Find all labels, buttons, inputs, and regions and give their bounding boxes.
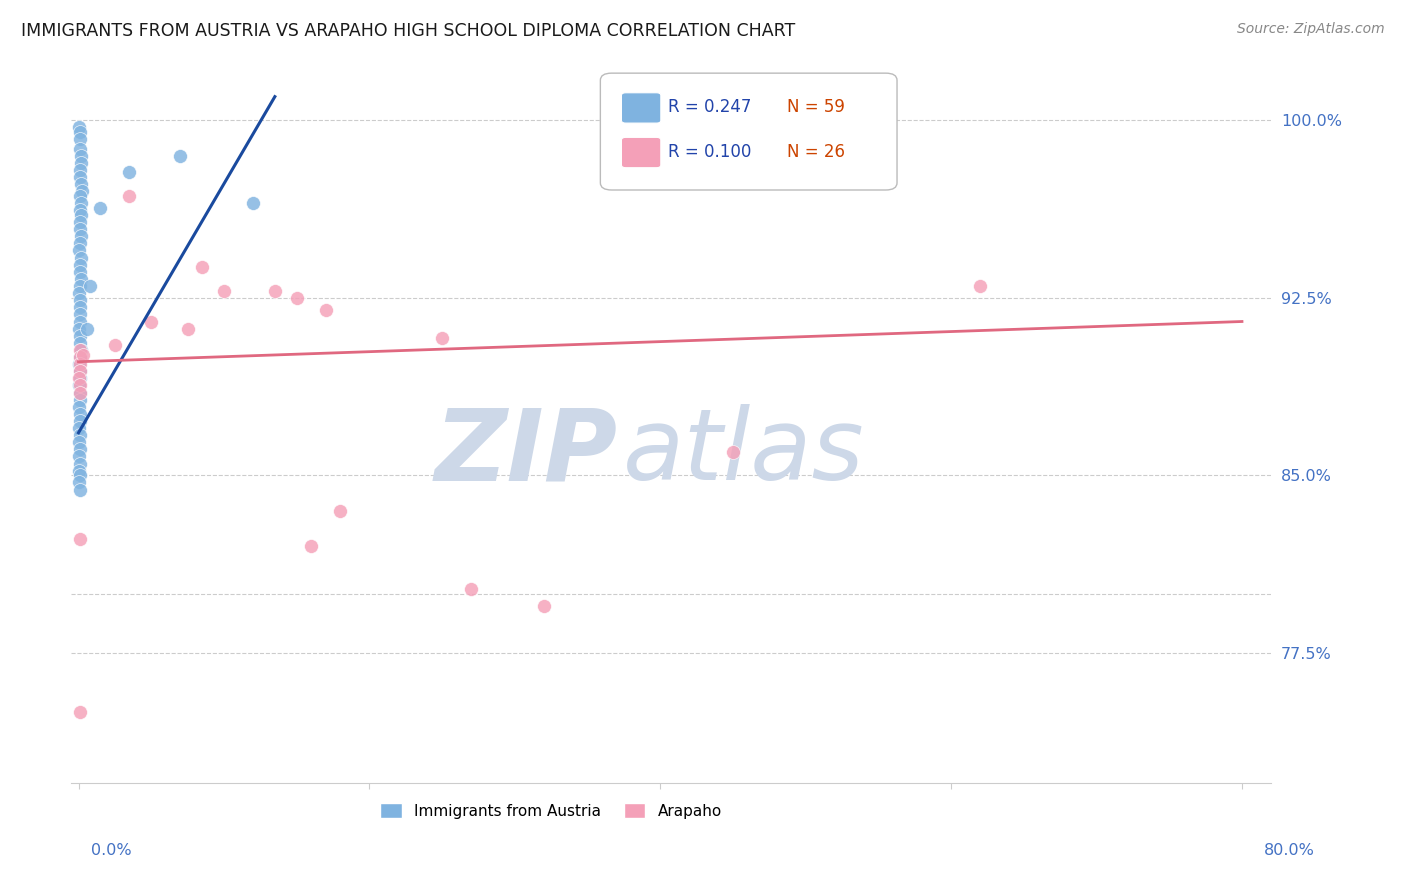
Point (69, 265, 91, 279)
Point (69, 350, 91, 364)
Point (69, 307, 91, 321)
Text: ZIP: ZIP (434, 404, 617, 501)
Point (67, 286, 90, 301)
Point (533, 599, 555, 613)
Point (69, 328, 91, 343)
Point (69, 483, 91, 497)
Text: atlas: atlas (623, 404, 865, 501)
Point (67, 435, 90, 450)
Point (430, 331, 453, 345)
Point (79, 279, 101, 293)
Point (460, 582, 482, 596)
Point (329, 504, 352, 518)
Text: IMMIGRANTS FROM AUSTRIA VS ARAPAHO HIGH SCHOOL DIPLOMA CORRELATION CHART: IMMIGRANTS FROM AUSTRIA VS ARAPAHO HIGH … (21, 22, 796, 40)
Point (67, 400, 90, 414)
Point (69, 229, 91, 244)
Point (212, 284, 235, 298)
Point (242, 196, 264, 211)
Text: N = 26: N = 26 (787, 143, 845, 161)
Point (67, 321, 90, 335)
Point (69, 407, 91, 421)
Point (118, 189, 141, 203)
Point (69, 364, 91, 378)
Point (69, 203, 91, 218)
Point (67, 450, 90, 464)
Point (69, 196, 91, 211)
Point (69, 222, 91, 236)
Point (67, 378, 90, 392)
Point (76, 321, 98, 335)
Point (69, 293, 91, 308)
Point (69, 142, 91, 156)
Point (67, 371, 90, 385)
Point (70, 184, 93, 198)
Point (69, 314, 91, 328)
Point (89, 201, 111, 215)
Legend: Immigrants from Austria, Arapaho: Immigrants from Austria, Arapaho (374, 797, 728, 825)
Point (67, 421, 90, 435)
Point (169, 149, 191, 163)
Point (69, 457, 91, 471)
Point (69, 414, 91, 428)
Point (141, 314, 163, 328)
Text: R = 0.100: R = 0.100 (668, 143, 751, 161)
Point (67, 120, 90, 135)
Point (70, 208, 93, 222)
Text: 80.0%: 80.0% (1264, 843, 1315, 858)
Y-axis label: High School Diploma: High School Diploma (0, 351, 7, 504)
Text: 0.0%: 0.0% (91, 843, 132, 858)
Point (72, 348, 94, 362)
Point (69, 378, 91, 392)
Point (70, 251, 93, 265)
Point (67, 357, 90, 371)
Point (67, 475, 90, 490)
Point (263, 284, 285, 298)
Point (69, 236, 91, 251)
Point (69, 132, 91, 146)
Point (69, 392, 91, 407)
Point (969, 279, 991, 293)
Point (69, 272, 91, 286)
Point (70, 156, 93, 170)
Point (118, 165, 141, 179)
Point (70, 178, 93, 192)
Text: N = 59: N = 59 (787, 98, 845, 116)
Point (69, 350, 91, 364)
Point (176, 321, 198, 335)
Point (69, 258, 91, 272)
Point (69, 149, 91, 163)
Point (721, 444, 744, 458)
Point (69, 170, 91, 185)
Point (69, 189, 91, 203)
Point (69, 364, 91, 378)
Point (69, 357, 91, 371)
Point (69, 279, 91, 293)
Point (69, 343, 91, 357)
Point (104, 338, 127, 352)
Point (299, 540, 322, 554)
Point (67, 244, 90, 258)
Point (69, 442, 91, 457)
Point (67, 464, 90, 478)
Point (69, 343, 91, 357)
Point (69, 385, 91, 400)
Text: Source: ZipAtlas.com: Source: ZipAtlas.com (1237, 22, 1385, 37)
Point (69, 705, 91, 719)
Point (69, 533, 91, 547)
Point (69, 301, 91, 315)
Point (191, 260, 214, 274)
Point (69, 385, 91, 400)
Point (285, 291, 308, 305)
Point (69, 163, 91, 178)
Point (69, 428, 91, 442)
Point (69, 468, 91, 483)
Text: R = 0.247: R = 0.247 (668, 98, 751, 116)
Point (69, 215, 91, 229)
Point (69, 371, 91, 385)
Point (315, 302, 337, 317)
Point (69, 125, 91, 139)
Point (69, 335, 91, 350)
